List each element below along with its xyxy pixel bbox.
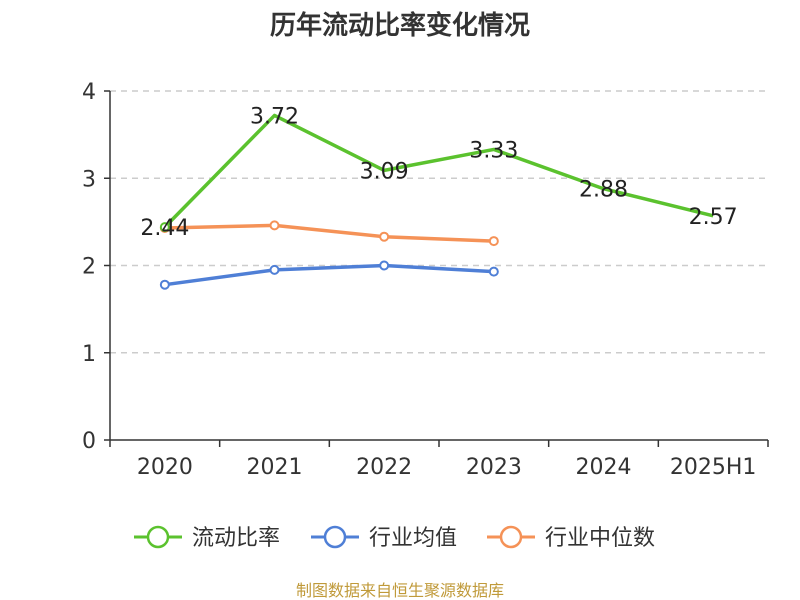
- data-point: [159, 222, 170, 233]
- legend-swatch-marker: [323, 525, 347, 549]
- x-tick-label: 2020: [137, 455, 193, 480]
- x-tick-label: 2024: [576, 455, 632, 480]
- legend-label: 流动比率: [192, 526, 280, 551]
- data-labels: 2.44 3.72 3.09 3.33 2.88 2.57: [140, 104, 737, 241]
- legend-item[interactable]: 行业中位数: [487, 525, 655, 551]
- x-tick-label: 2022: [356, 455, 412, 480]
- series-line: [164, 223, 494, 243]
- legend-label: 行业均值: [369, 526, 457, 551]
- grid: [110, 90, 768, 354]
- legend-swatch-marker: [499, 525, 523, 549]
- chart-title: 历年流动比率变化情况: [270, 10, 530, 41]
- legend-item[interactable]: 行业均值: [311, 525, 457, 551]
- source-note: 制图数据来自恒生聚源数据库: [296, 581, 504, 600]
- data-label: 3.09: [360, 159, 409, 184]
- series-lines: [159, 113, 714, 290]
- data-point: [488, 266, 499, 277]
- x-tick-label: 2023: [466, 455, 522, 480]
- series-line: [163, 113, 714, 229]
- y-tick-label: 2: [82, 255, 96, 280]
- legend[interactable]: 流动比率 行业均值 行业中位数: [134, 525, 655, 551]
- data-label: 2.88: [579, 178, 628, 203]
- data-label: 3.33: [469, 138, 518, 163]
- x-tick-label: 2025H1: [670, 455, 757, 480]
- series-line: [164, 263, 494, 287]
- y-tick-label: 4: [82, 80, 96, 105]
- axes: 0 1 2 3 4 2020 2021 2022 2023 2024 2025H1: [82, 80, 769, 480]
- data-label: 2.44: [140, 216, 189, 241]
- data-point: [379, 260, 390, 271]
- data-point: [488, 236, 499, 247]
- y-tick-label: 1: [82, 342, 96, 367]
- data-point: [379, 231, 390, 242]
- data-point: [269, 220, 280, 231]
- y-tick-label: 3: [82, 167, 96, 192]
- data-label: 2.57: [689, 205, 738, 230]
- legend-item[interactable]: 流动比率: [134, 525, 280, 551]
- series-1: [159, 260, 499, 290]
- y-tick-label: 0: [82, 429, 96, 454]
- legend-swatch-marker: [146, 525, 170, 549]
- legend-label: 行业中位数: [545, 526, 655, 551]
- x-tick-label: 2021: [247, 455, 303, 480]
- series-0: [159, 113, 714, 233]
- series-2: [159, 220, 499, 247]
- data-point: [269, 264, 280, 275]
- data-label: 3.72: [250, 104, 299, 129]
- data-point: [159, 279, 170, 290]
